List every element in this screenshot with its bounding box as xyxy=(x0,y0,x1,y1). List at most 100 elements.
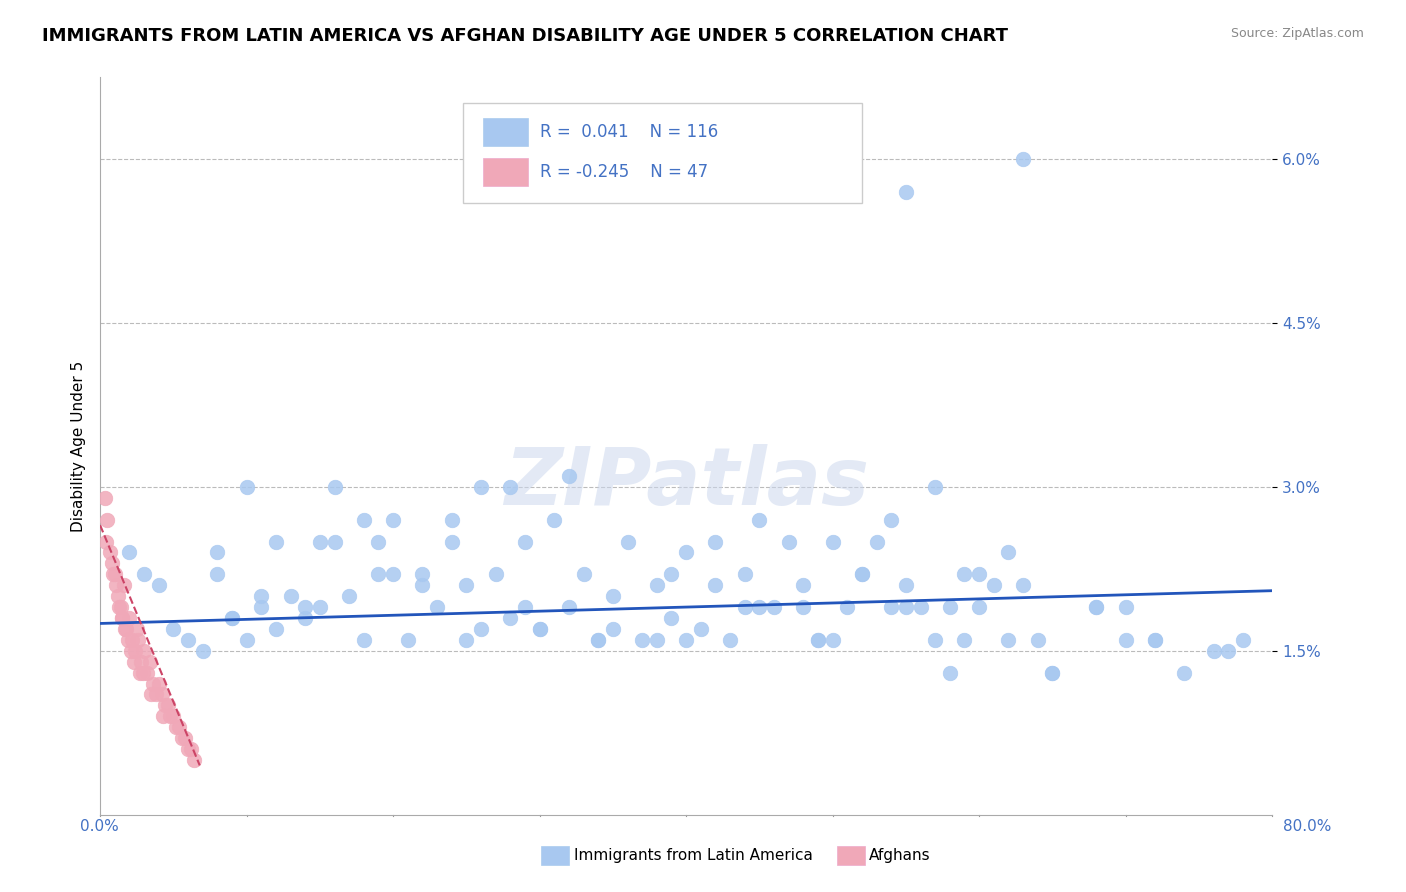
Point xyxy=(894,185,917,199)
Point xyxy=(136,665,159,680)
Point xyxy=(120,644,142,658)
Point xyxy=(1143,632,1166,647)
Point xyxy=(162,709,184,723)
Point xyxy=(172,731,194,745)
Point xyxy=(115,622,138,636)
Point xyxy=(939,600,962,615)
Point xyxy=(156,698,179,713)
Point xyxy=(382,567,405,582)
Point xyxy=(792,600,814,615)
Point xyxy=(602,589,624,603)
Point xyxy=(572,567,595,582)
Point xyxy=(1026,632,1049,647)
Point xyxy=(718,632,741,647)
Point xyxy=(645,578,668,592)
Point xyxy=(367,567,389,582)
Point xyxy=(235,480,257,494)
Point xyxy=(661,567,683,582)
Point xyxy=(294,600,316,615)
Point xyxy=(94,534,117,549)
Point xyxy=(631,632,654,647)
Point xyxy=(792,578,814,592)
Point xyxy=(294,611,316,625)
Point xyxy=(689,622,711,636)
Point xyxy=(470,480,492,494)
Point xyxy=(1232,632,1254,647)
Point xyxy=(132,567,155,582)
Point xyxy=(807,632,830,647)
Point xyxy=(939,665,962,680)
Text: R =  0.041    N = 116: R = 0.041 N = 116 xyxy=(540,123,718,141)
Point xyxy=(440,534,463,549)
Point xyxy=(162,622,184,636)
Point xyxy=(177,632,200,647)
Point xyxy=(661,611,683,625)
Point xyxy=(264,534,287,549)
Point xyxy=(529,622,551,636)
Point xyxy=(997,545,1019,559)
Point xyxy=(529,622,551,636)
Point xyxy=(675,632,697,647)
Point xyxy=(337,589,360,603)
Point xyxy=(602,622,624,636)
Point xyxy=(778,534,800,549)
Point xyxy=(953,567,976,582)
Point xyxy=(110,600,132,615)
Point xyxy=(499,611,522,625)
Point xyxy=(250,600,273,615)
Text: Source: ZipAtlas.com: Source: ZipAtlas.com xyxy=(1230,27,1364,40)
Point xyxy=(235,632,257,647)
Point xyxy=(880,600,903,615)
Point xyxy=(207,567,229,582)
Point xyxy=(221,611,243,625)
Point xyxy=(105,578,128,592)
Point xyxy=(309,534,332,549)
Point xyxy=(704,534,727,549)
Point xyxy=(122,655,145,669)
Point xyxy=(558,469,581,483)
Text: 0.0%: 0.0% xyxy=(80,820,120,834)
Point xyxy=(748,513,770,527)
Point xyxy=(851,567,873,582)
Point xyxy=(142,676,165,690)
Text: IMMIGRANTS FROM LATIN AMERICA VS AFGHAN DISABILITY AGE UNDER 5 CORRELATION CHART: IMMIGRANTS FROM LATIN AMERICA VS AFGHAN … xyxy=(42,27,1008,45)
Point xyxy=(93,491,115,505)
Point xyxy=(586,632,609,647)
Point xyxy=(910,600,932,615)
Point xyxy=(1012,578,1035,592)
Point xyxy=(1218,644,1240,658)
Point xyxy=(100,545,122,559)
Point xyxy=(125,622,148,636)
Point xyxy=(470,622,492,636)
Point xyxy=(411,567,433,582)
Point xyxy=(148,676,170,690)
Point xyxy=(221,611,243,625)
Point xyxy=(159,709,181,723)
Text: Afghans: Afghans xyxy=(869,848,931,863)
Point xyxy=(837,600,859,615)
Point xyxy=(96,513,118,527)
Point xyxy=(117,632,139,647)
Point xyxy=(107,589,129,603)
Point xyxy=(382,513,405,527)
Point xyxy=(967,567,990,582)
Point xyxy=(367,534,389,549)
Point xyxy=(1143,632,1166,647)
Point xyxy=(1173,665,1195,680)
Point xyxy=(127,632,149,647)
Point xyxy=(485,567,508,582)
Point xyxy=(111,611,134,625)
Point xyxy=(675,545,697,559)
Point xyxy=(1040,665,1063,680)
Point xyxy=(396,632,419,647)
Point xyxy=(456,578,478,592)
Point xyxy=(207,545,229,559)
Point xyxy=(183,753,205,767)
Point xyxy=(132,644,155,658)
Point xyxy=(513,600,536,615)
Point xyxy=(865,534,887,549)
Point xyxy=(411,578,433,592)
Point xyxy=(165,720,187,734)
Point xyxy=(880,513,903,527)
Point xyxy=(543,513,565,527)
